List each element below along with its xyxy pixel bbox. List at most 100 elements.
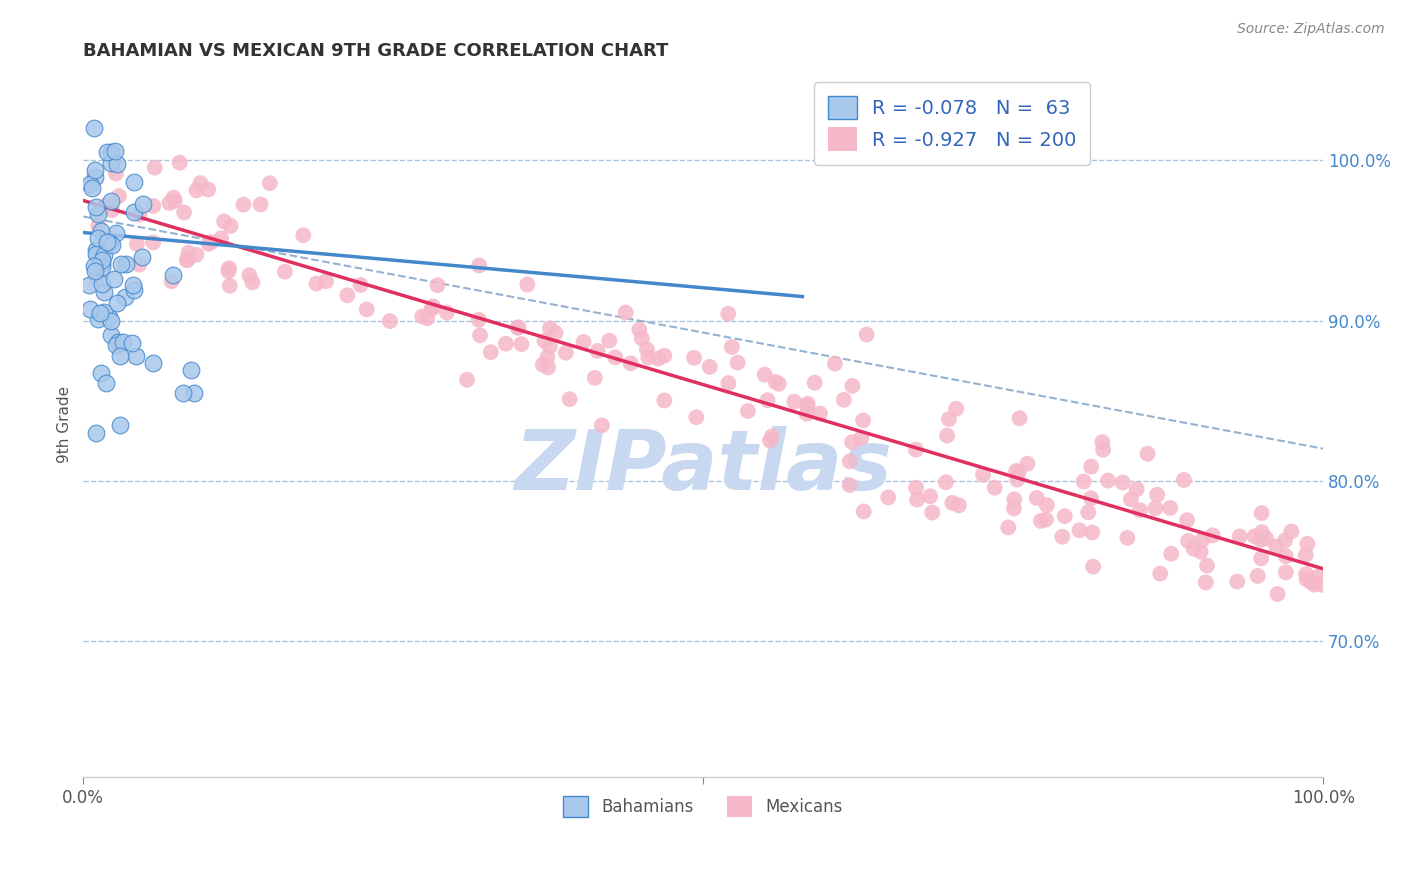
Mexicans [1303, 577, 1326, 591]
Mexicans [128, 207, 150, 221]
Bahamians [93, 285, 115, 299]
Mexicans [558, 392, 581, 406]
Mexicans [456, 373, 478, 387]
Text: ZIPatlas: ZIPatlas [515, 426, 893, 508]
Mexicans [1136, 447, 1159, 461]
Bahamians [90, 252, 112, 267]
Mexicans [176, 253, 198, 268]
Mexicans [217, 264, 239, 278]
Mexicans [177, 245, 200, 260]
Mexicans [904, 442, 927, 457]
Bahamians [83, 121, 105, 136]
Bahamians [87, 311, 110, 326]
Mexicans [754, 368, 776, 382]
Mexicans [737, 404, 759, 418]
Mexicans [104, 167, 127, 181]
Bahamians [96, 235, 118, 249]
Mexicans [808, 407, 831, 421]
Mexicans [436, 305, 458, 319]
Mexicans [948, 499, 970, 513]
Mexicans [1265, 540, 1288, 554]
Mexicans [468, 328, 491, 343]
Mexicans [160, 274, 183, 288]
Mexicans [426, 278, 449, 293]
Bahamians [183, 385, 205, 400]
Mexicans [356, 302, 378, 317]
Mexicans [422, 299, 444, 313]
Text: BAHAMIAN VS MEXICAN 9TH GRADE CORRELATION CHART: BAHAMIAN VS MEXICAN 9TH GRADE CORRELATIO… [83, 42, 669, 60]
Mexicans [938, 412, 960, 426]
Mexicans [761, 429, 783, 443]
Mexicans [1159, 500, 1181, 515]
Bahamians [87, 207, 110, 221]
Bahamians [104, 144, 127, 158]
Mexicans [219, 219, 242, 233]
Bahamians [91, 277, 114, 291]
Mexicans [422, 300, 444, 314]
Bahamians [110, 257, 132, 271]
Mexicans [920, 489, 942, 503]
Mexicans [1035, 512, 1057, 526]
Mexicans [212, 214, 235, 228]
Bahamians [100, 156, 122, 170]
Mexicans [209, 231, 232, 245]
Mexicans [1250, 506, 1272, 520]
Mexicans [186, 183, 208, 197]
Text: Source: ZipAtlas.com: Source: ZipAtlas.com [1237, 22, 1385, 37]
Mexicans [598, 334, 620, 348]
Mexicans [94, 198, 117, 212]
Mexicans [143, 161, 166, 175]
Mexicans [544, 326, 567, 340]
Mexicans [905, 481, 928, 495]
Mexicans [1247, 569, 1270, 583]
Mexicans [945, 401, 967, 416]
Bahamians [122, 175, 145, 189]
Bahamians [84, 170, 107, 185]
Mexicans [796, 399, 818, 413]
Bahamians [125, 349, 148, 363]
Mexicans [832, 392, 855, 407]
Mexicans [259, 176, 281, 190]
Mexicans [803, 376, 825, 390]
Mexicans [1312, 578, 1334, 592]
Bahamians [162, 268, 184, 282]
Bahamians [180, 363, 202, 377]
Mexicans [1149, 566, 1171, 581]
Mexicans [1279, 524, 1302, 539]
Bahamians [115, 257, 138, 271]
Bahamians [93, 247, 115, 261]
Bahamians [89, 306, 111, 320]
Mexicans [614, 305, 637, 319]
Mexicans [349, 277, 371, 292]
Bahamians [107, 334, 129, 349]
Mexicans [1202, 528, 1225, 542]
Mexicans [636, 343, 658, 357]
Mexicans [479, 345, 502, 359]
Mexicans [1195, 558, 1218, 573]
Mexicans [157, 196, 180, 211]
Bahamians [90, 260, 112, 274]
Mexicans [1274, 533, 1296, 548]
Mexicans [125, 236, 148, 251]
Mexicans [197, 182, 219, 196]
Mexicans [1112, 475, 1135, 490]
Mexicans [315, 274, 337, 288]
Mexicans [128, 258, 150, 272]
Bahamians [105, 295, 128, 310]
Mexicans [238, 268, 260, 282]
Bahamians [77, 277, 100, 292]
Bahamians [131, 197, 153, 211]
Mexicans [1029, 514, 1052, 528]
Mexicans [620, 356, 643, 370]
Mexicans [90, 202, 112, 217]
Bahamians [97, 310, 120, 324]
Mexicans [768, 376, 790, 391]
Mexicans [1080, 491, 1102, 506]
Mexicans [935, 475, 957, 490]
Mexicans [142, 235, 165, 250]
Mexicans [1229, 529, 1251, 543]
Mexicans [516, 277, 538, 292]
Mexicans [416, 311, 439, 326]
Mexicans [554, 345, 576, 359]
Mexicans [186, 248, 208, 262]
